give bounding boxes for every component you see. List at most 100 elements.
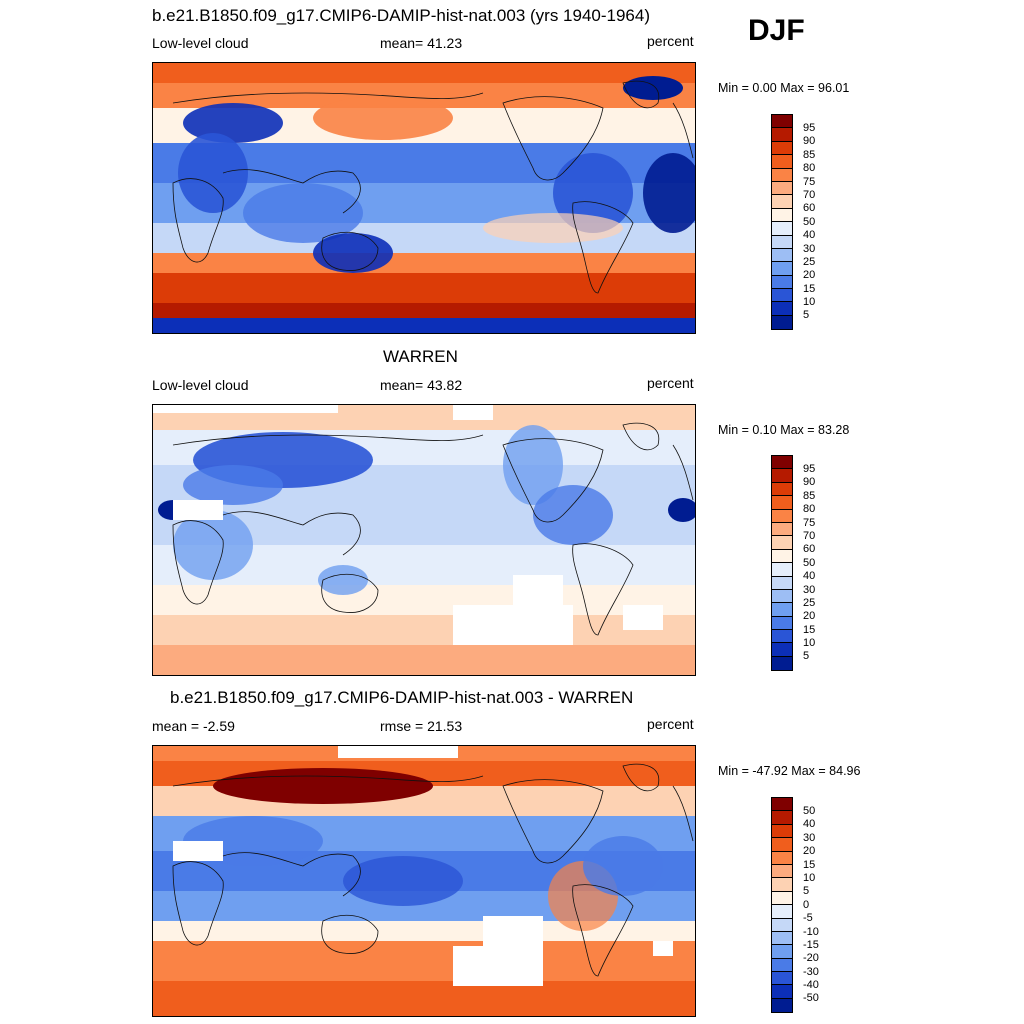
- colorbar-swatch: [772, 181, 792, 196]
- colorbar-tick-label: -15: [803, 938, 819, 951]
- colorbar-swatch: [772, 985, 792, 999]
- colorbar-tick-label: 90: [803, 135, 816, 148]
- panel-1-title: b.e21.B1850.f09_g17.CMIP6-DAMIP-hist-nat…: [152, 6, 650, 25]
- colorbar-tick-label: 40: [803, 818, 816, 831]
- colorbar-tick-label: 30: [803, 242, 816, 255]
- panel-2-left-label: Low-level cloud: [152, 377, 249, 393]
- panel-3-colorbar: [771, 797, 793, 1014]
- colorbar-swatch: [772, 811, 792, 825]
- panel-3-mean-label: mean = -2.59: [152, 718, 235, 734]
- colorbar-swatch: [772, 931, 792, 946]
- colorbar-swatch: [772, 469, 792, 483]
- panel-3-rmse-label: rmse = 21.53: [380, 718, 463, 734]
- colorbar-swatch: [772, 315, 792, 330]
- colorbar-tick-label: 5: [803, 885, 810, 898]
- colorbar-tick-label: 0: [803, 898, 810, 911]
- colorbar-swatch: [772, 522, 792, 537]
- panel-3-minmax: Min = -47.92 Max = 84.96: [718, 764, 861, 778]
- colorbar-swatch: [772, 616, 792, 631]
- colorbar-tick-label: 40: [803, 229, 816, 242]
- colorbar-tick-label: 95: [803, 463, 816, 475]
- colorbar-swatch: [772, 128, 792, 142]
- colorbar-swatch: [772, 998, 792, 1013]
- panel-2-colorbar-labels: 95 90 85 80 75 70 60 50 40 30 25 20 15 10 5: [803, 463, 815, 664]
- colorbar-tick-label: 25: [803, 596, 816, 609]
- colorbar-swatch: [772, 851, 792, 865]
- colorbar-swatch: [772, 456, 792, 470]
- colorbar-swatch: [772, 905, 792, 919]
- colorbar-swatch: [772, 536, 792, 550]
- colorbar-swatch: [772, 509, 792, 523]
- panel-3-map: [152, 745, 696, 1017]
- panel-2-colorbar: [771, 455, 793, 672]
- colorbar-tick-label: 15: [803, 858, 816, 871]
- colorbar-swatch: [772, 289, 792, 303]
- colorbar-swatch: [772, 838, 792, 852]
- colorbar-swatch: [772, 643, 792, 657]
- colorbar-tick-label: -50: [803, 992, 819, 1005]
- colorbar-swatch: [772, 208, 792, 223]
- colorbar-tick-label: 20: [803, 269, 816, 282]
- panel-2-title: WARREN: [383, 347, 458, 366]
- panel-2-units: percent: [647, 375, 694, 391]
- colorbar-swatch: [772, 603, 792, 617]
- colorbar-tick-label: -40: [803, 979, 819, 992]
- colorbar-swatch: [772, 576, 792, 590]
- colorbar-swatch: [772, 115, 792, 129]
- colorbar-swatch: [772, 630, 792, 644]
- coastlines: [172, 763, 694, 977]
- colorbar-tick-label: 5: [803, 650, 810, 663]
- colorbar-swatch: [772, 302, 792, 316]
- colorbar-swatch: [772, 141, 792, 156]
- colorbar-tick-label: 80: [803, 162, 816, 175]
- colorbar-swatch: [772, 945, 792, 959]
- colorbar-swatch: [772, 262, 792, 276]
- panel-1-minmax: Min = 0.00 Max = 96.01: [718, 81, 850, 95]
- colorbar-swatch: [772, 589, 792, 604]
- colorbar-swatch: [772, 222, 792, 236]
- colorbar-tick-label: 95: [803, 122, 816, 134]
- colorbar-swatch: [772, 563, 792, 577]
- panel-1-colorbar: [771, 114, 793, 331]
- panel-1-colorbar-labels: 95 90 85 80 75 70 60 50 40 30 25 20 15 10 5: [803, 122, 815, 323]
- colorbar-tick-label: -5: [803, 912, 813, 925]
- colorbar-tick-label: 30: [803, 583, 816, 596]
- panel-3-title: b.e21.B1850.f09_g17.CMIP6-DAMIP-hist-nat…: [170, 688, 634, 707]
- colorbar-tick-label: 70: [803, 529, 816, 542]
- colorbar-tick-label: 75: [803, 175, 816, 188]
- colorbar-tick-label: 75: [803, 516, 816, 529]
- colorbar-tick-label: 50: [803, 215, 816, 228]
- colorbar-tick-label: 85: [803, 148, 816, 161]
- colorbar-tick-label: -30: [803, 965, 819, 978]
- colorbar-swatch: [772, 549, 792, 564]
- panel-2-center-label: mean= 43.82: [380, 377, 463, 393]
- colorbar-swatch: [772, 235, 792, 249]
- colorbar-swatch: [772, 824, 792, 839]
- colorbar-swatch: [772, 656, 792, 671]
- colorbar-swatch: [772, 958, 792, 973]
- colorbar-tick-label: 85: [803, 489, 816, 502]
- panel-1-map: [152, 62, 696, 334]
- panel-3-colorbar-labels: 50 40 30 20 15 10 5 0 -5 -10 -15 -20 -30 -40 -50: [803, 805, 819, 1006]
- season-label: DJF: [748, 14, 805, 47]
- colorbar-tick-label: 70: [803, 188, 816, 201]
- colorbar-swatch: [772, 168, 792, 182]
- colorbar-tick-label: 20: [803, 610, 816, 623]
- colorbar-tick-label: 60: [803, 202, 816, 215]
- colorbar-tick-label: 40: [803, 570, 816, 583]
- panel-1-left-label: Low-level cloud: [152, 35, 249, 51]
- colorbar-tick-label: 15: [803, 623, 816, 636]
- colorbar-tick-label: 10: [803, 871, 816, 884]
- colorbar-swatch: [772, 864, 792, 879]
- colorbar-swatch: [772, 798, 792, 812]
- colorbar-tick-label: 20: [803, 845, 816, 858]
- colorbar-tick-label: 30: [803, 831, 816, 844]
- colorbar-tick-label: 50: [803, 805, 816, 817]
- colorbar-tick-label: 5: [803, 309, 810, 322]
- panel-2-map: [152, 404, 696, 676]
- colorbar-tick-label: 15: [803, 282, 816, 295]
- colorbar-tick-label: -20: [803, 952, 819, 965]
- colorbar-tick-label: 10: [803, 637, 816, 650]
- panel-1-center-label: mean= 41.23: [380, 35, 463, 51]
- panel-1-units: percent: [647, 33, 694, 49]
